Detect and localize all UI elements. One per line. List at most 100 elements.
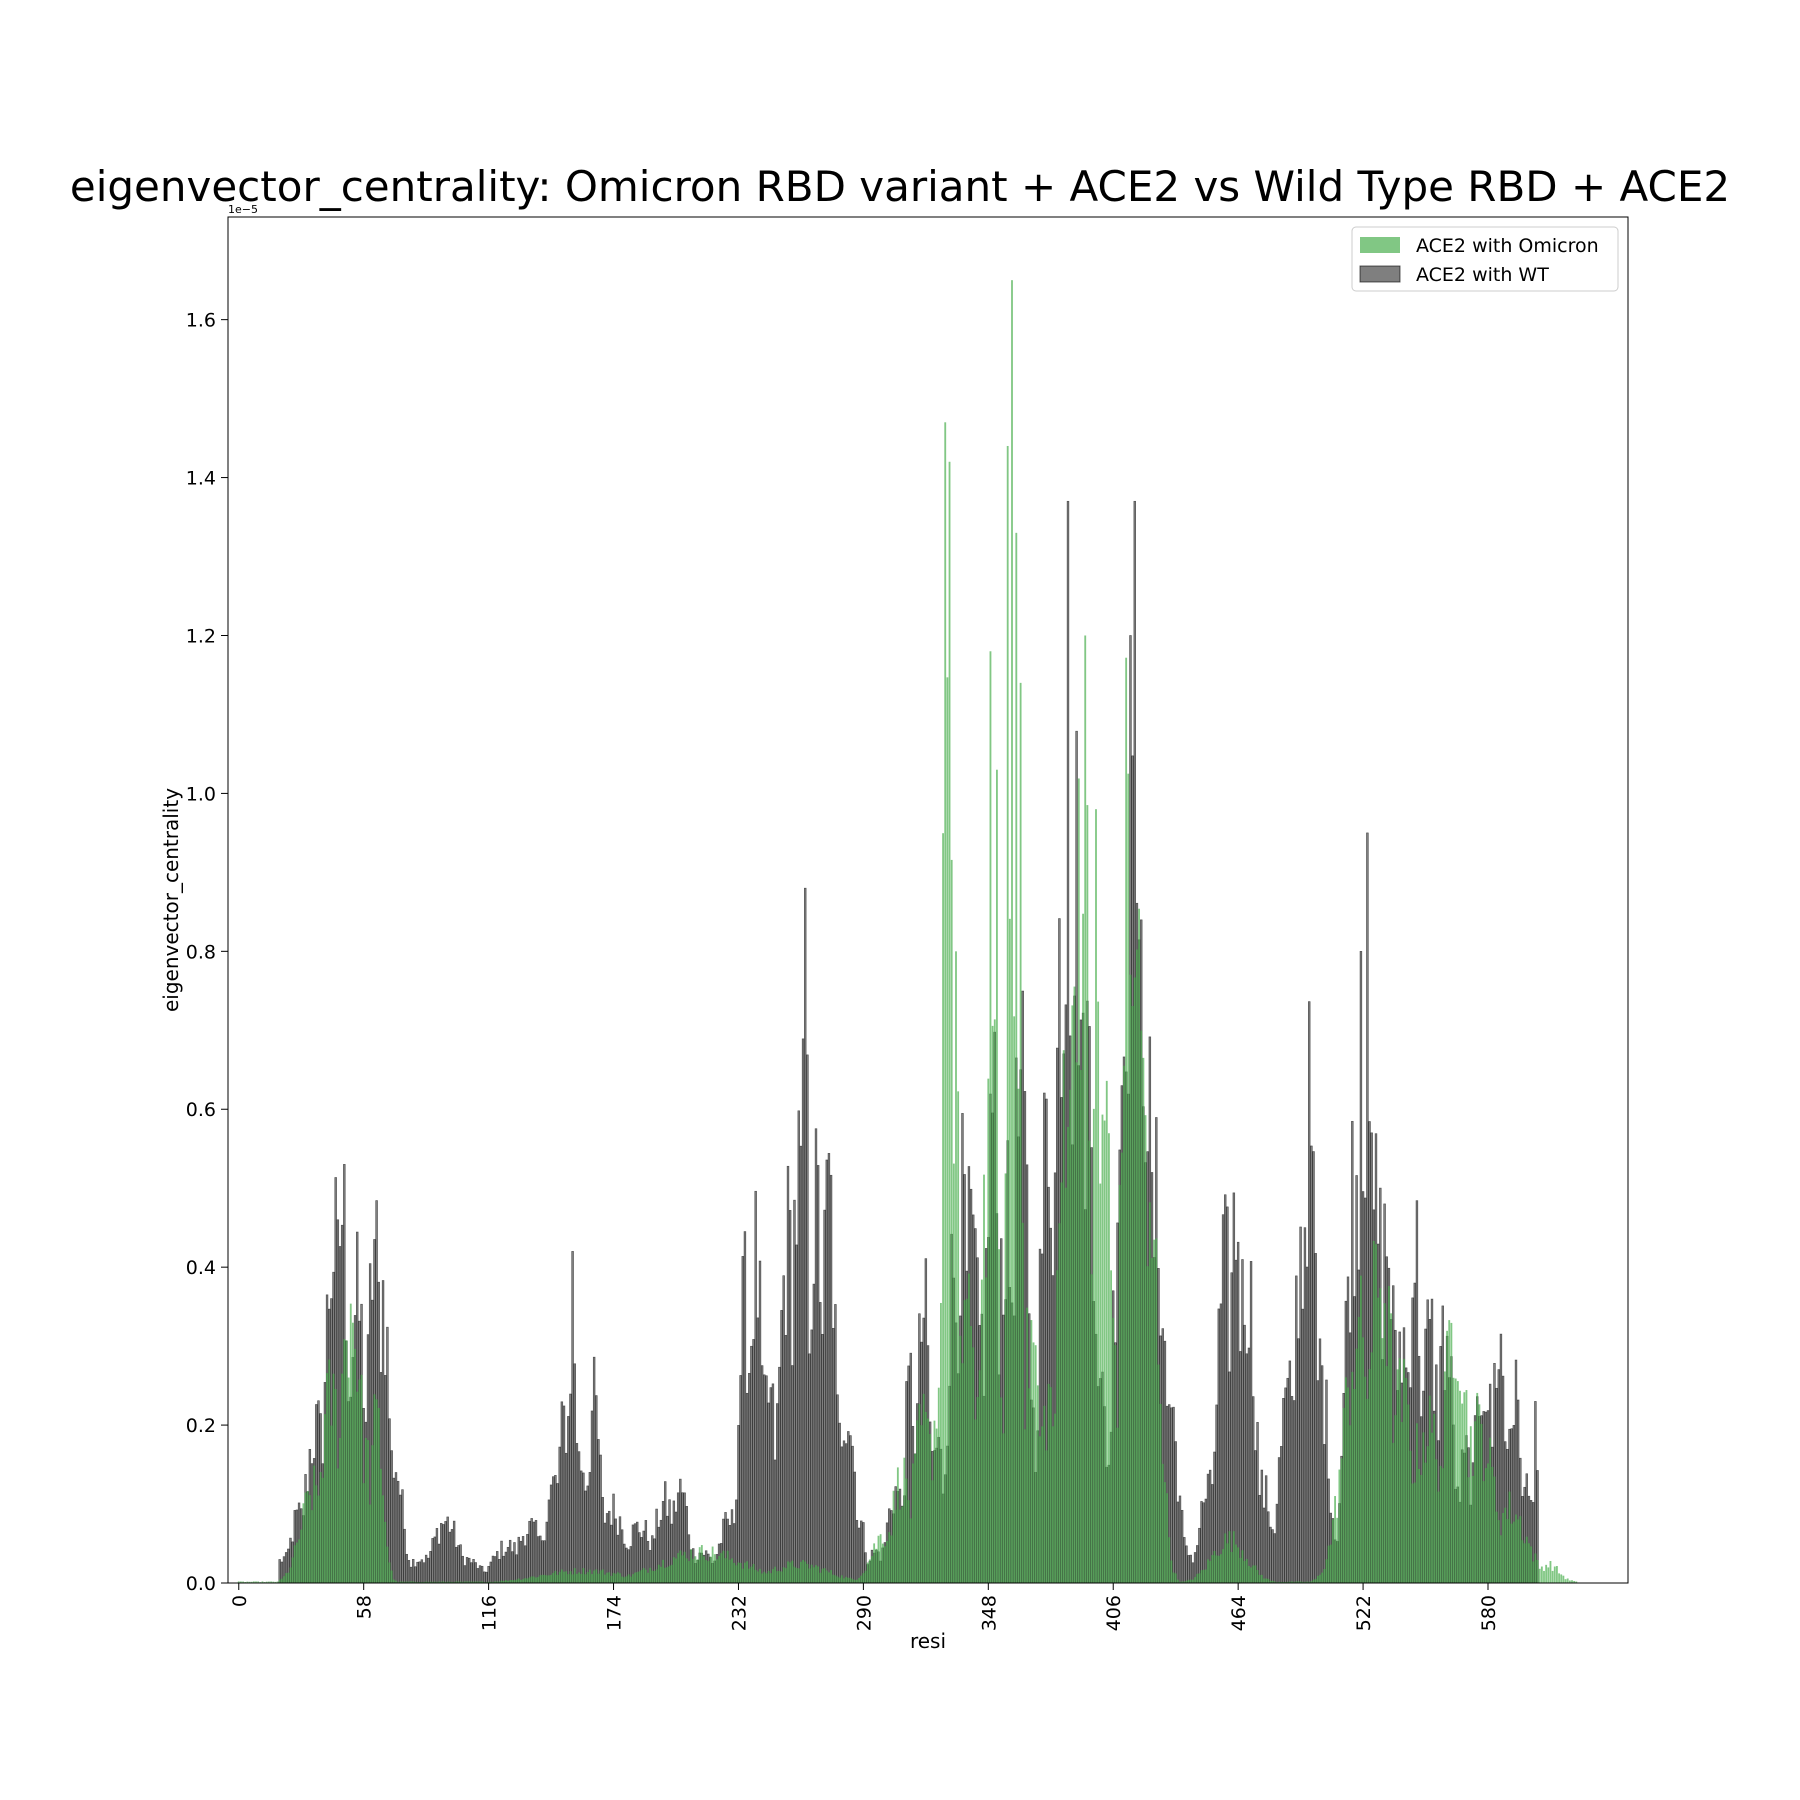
bar bbox=[881, 1543, 884, 1583]
bar bbox=[468, 1557, 471, 1584]
bar bbox=[1491, 1466, 1494, 1583]
bar bbox=[1396, 1369, 1399, 1583]
bar bbox=[1237, 1547, 1240, 1583]
bar bbox=[604, 1574, 606, 1583]
bar bbox=[1082, 913, 1084, 1583]
bar bbox=[431, 1538, 434, 1584]
bar bbox=[1166, 1493, 1168, 1583]
bar bbox=[1118, 1184, 1121, 1583]
bar bbox=[560, 1401, 564, 1584]
bar bbox=[455, 1581, 458, 1583]
bar bbox=[1538, 1568, 1541, 1583]
bar bbox=[1545, 1564, 1548, 1583]
bar bbox=[255, 1581, 257, 1583]
bar bbox=[808, 1568, 811, 1583]
bar bbox=[1249, 1261, 1253, 1584]
bar bbox=[507, 1580, 509, 1583]
bar bbox=[864, 1570, 867, 1583]
bar bbox=[754, 1569, 757, 1583]
y-tick-label: 1.4 bbox=[186, 468, 216, 490]
bar bbox=[463, 1565, 467, 1584]
bar bbox=[1041, 1426, 1044, 1583]
bar bbox=[713, 1554, 716, 1583]
bar bbox=[868, 1559, 871, 1583]
bar bbox=[395, 1580, 397, 1583]
bar bbox=[509, 1580, 512, 1583]
bar bbox=[782, 1275, 785, 1584]
bar bbox=[437, 1543, 441, 1584]
bar bbox=[1308, 1001, 1311, 1584]
bar bbox=[737, 1425, 740, 1584]
bar bbox=[1202, 1569, 1205, 1583]
bar bbox=[1099, 1183, 1102, 1583]
bar bbox=[838, 1422, 841, 1584]
bar bbox=[847, 1431, 850, 1584]
bar bbox=[578, 1572, 580, 1583]
bar bbox=[433, 1581, 436, 1583]
bar bbox=[616, 1572, 619, 1583]
bar bbox=[804, 887, 807, 1584]
bar bbox=[1221, 1214, 1225, 1584]
bar bbox=[1101, 1114, 1104, 1583]
bar bbox=[791, 1560, 794, 1583]
bar bbox=[1510, 1523, 1513, 1583]
bar bbox=[817, 1566, 820, 1583]
bar bbox=[558, 1571, 561, 1583]
bar bbox=[567, 1574, 570, 1583]
bar bbox=[1013, 1016, 1016, 1583]
bar bbox=[438, 1581, 440, 1583]
bar bbox=[1224, 1533, 1227, 1583]
bar bbox=[420, 1559, 424, 1584]
bar bbox=[339, 1438, 341, 1583]
bar bbox=[422, 1562, 426, 1584]
bar bbox=[758, 1260, 762, 1584]
bar bbox=[412, 1581, 415, 1583]
bar bbox=[1463, 1392, 1466, 1583]
bar bbox=[595, 1395, 598, 1584]
bar bbox=[349, 1303, 352, 1583]
bar bbox=[545, 1575, 548, 1583]
bar bbox=[558, 1446, 561, 1584]
bar bbox=[636, 1572, 639, 1583]
bar bbox=[1045, 1450, 1048, 1583]
bar bbox=[776, 1571, 779, 1583]
bar bbox=[784, 1568, 787, 1583]
bar bbox=[1323, 1444, 1326, 1584]
bar bbox=[748, 1373, 751, 1584]
bar bbox=[1377, 1297, 1380, 1583]
bar bbox=[405, 1553, 408, 1584]
bar bbox=[401, 1489, 404, 1584]
bar bbox=[403, 1528, 406, 1584]
bar bbox=[1349, 1425, 1352, 1583]
bar bbox=[354, 1348, 356, 1583]
bar bbox=[819, 1572, 822, 1583]
bar bbox=[386, 1546, 389, 1583]
bar bbox=[517, 1536, 520, 1584]
bar bbox=[815, 1565, 817, 1583]
bar bbox=[1280, 1581, 1283, 1583]
bar bbox=[392, 1477, 396, 1584]
bar bbox=[481, 1581, 484, 1583]
bar bbox=[901, 1506, 904, 1583]
bar bbox=[494, 1581, 496, 1583]
bar bbox=[580, 1573, 583, 1583]
x-tick-label: 406 bbox=[1103, 1595, 1125, 1631]
bar bbox=[483, 1571, 486, 1584]
bar bbox=[884, 1546, 886, 1583]
bar bbox=[534, 1520, 538, 1584]
bar bbox=[584, 1490, 587, 1584]
bar bbox=[1336, 1517, 1339, 1583]
bar bbox=[1375, 1244, 1377, 1583]
legend-label: ACE2 with WT bbox=[1416, 264, 1549, 286]
bar bbox=[556, 1574, 559, 1583]
bar bbox=[1192, 1579, 1194, 1583]
bars-layer bbox=[237, 280, 1578, 1584]
bar bbox=[364, 1437, 367, 1583]
bar bbox=[564, 1452, 568, 1584]
bar bbox=[1161, 1463, 1164, 1583]
bar bbox=[464, 1581, 466, 1583]
bar bbox=[1547, 1567, 1550, 1583]
y-axis: 0.0 0.2 0.4 0.6 0.8 1.0 1.2 1.4 1.6 bbox=[186, 310, 228, 1595]
bar bbox=[612, 1493, 615, 1584]
bar bbox=[1269, 1580, 1272, 1583]
